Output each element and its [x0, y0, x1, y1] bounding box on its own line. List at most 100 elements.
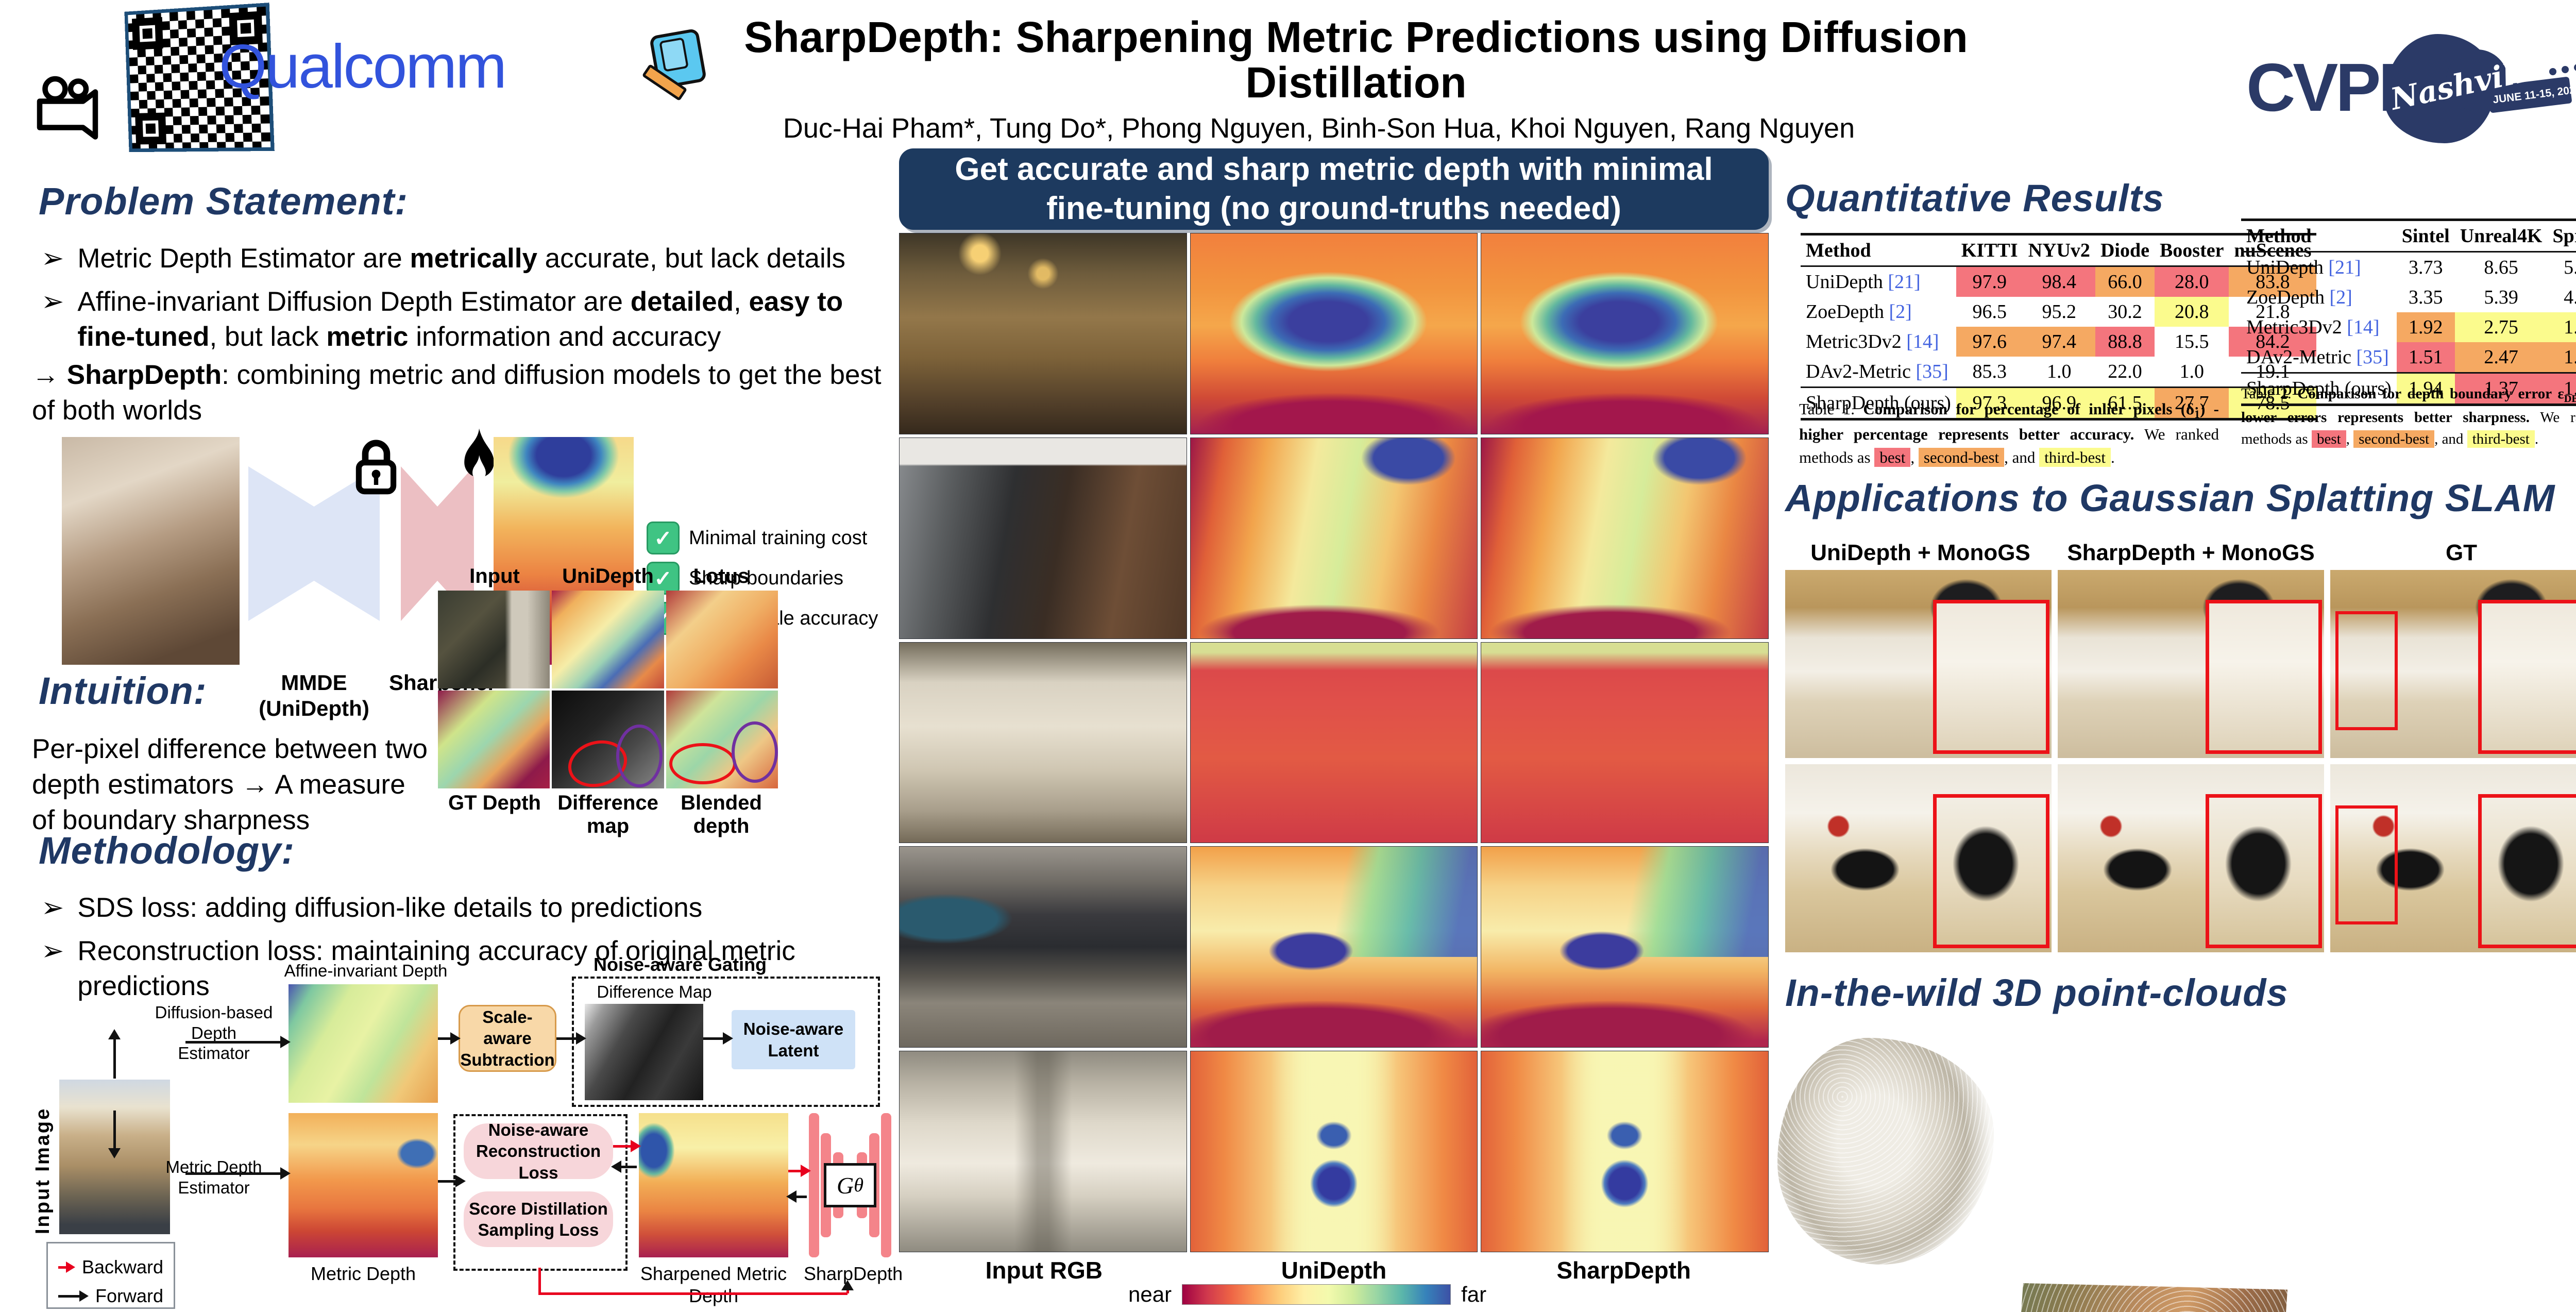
grid-cell-museum-sharp	[1481, 1051, 1769, 1252]
grid-cell-tesla-rgb	[899, 846, 1187, 1048]
table-row: ZoeDepth [2] 3.35 5.39 4.05	[2241, 282, 2576, 312]
table-header: Method	[1806, 240, 1871, 261]
checkmark-icon: ✓	[647, 522, 680, 554]
value-cell: 27.7	[2154, 387, 2229, 419]
purple-highlight-ellipse	[616, 724, 663, 788]
table-row: UniDepth [21] 97.9 98.4 66.0 28.0 83.8	[1801, 266, 2317, 297]
grid-cell-relief-uni	[1190, 642, 1478, 844]
benefit-item: ✓ Sharp boundaries	[647, 562, 878, 595]
problem-bullet: ➢ Metric Depth Estimator are metrically …	[41, 241, 891, 276]
qualcomm-logo: Qualcomm	[219, 32, 507, 101]
value-cell: 1.94	[2396, 373, 2455, 405]
value-cell: 98.4	[2023, 266, 2095, 297]
forward-arrow-icon	[438, 1032, 461, 1045]
sharpener-clipart-icon	[641, 28, 707, 102]
difference-map-label: Difference Map	[597, 982, 712, 1001]
cvpr-logo: CVPR Nashville JUNE 11-15, 2025	[2246, 34, 2576, 147]
table1-wrap: Method KITTI NYUv2 Diode Booster nuScenes UniD…	[1801, 233, 2317, 420]
red-highlight-ellipse	[669, 743, 736, 785]
sharpened-depth-image	[639, 1113, 788, 1257]
slam-column-label: SharpDepth + MonoGS	[2067, 540, 2315, 565]
video-camera-icon	[32, 72, 109, 144]
value-cell: 96.5	[1972, 301, 2007, 323]
intuition-lotus-image	[666, 591, 778, 688]
problem-conclusion: → SharpDepth: combining metric and diffu…	[32, 360, 882, 426]
backward-arrow-icon	[841, 1280, 854, 1293]
forward-arrow-icon	[185, 1036, 291, 1048]
arrow-legend: Backward Forward	[46, 1242, 175, 1309]
value-cell: 2.47	[2454, 342, 2548, 373]
method-cell: DAv2-Metric [35]	[2246, 346, 2389, 368]
pointcloud-painting	[2009, 1283, 2287, 1312]
poster-title: SharpDepth: Sharpening Metric Prediction…	[744, 13, 1968, 107]
backward-path	[538, 1268, 541, 1293]
methodology-bullet: ➢ SDS loss: adding diffusion-like detail…	[41, 890, 896, 926]
method-cell: SharpDepth (ours)	[1806, 392, 1951, 414]
method-cell: UniDepth [21]	[2246, 257, 2361, 278]
table-row: ZoeDepth [2] 96.5 95.2 30.2 20.8 21.8	[1801, 297, 2316, 327]
value-cell: 1.78	[2547, 312, 2576, 342]
table-header: Unreal4K	[2460, 225, 2543, 247]
benefit-label: Minimal training cost	[689, 527, 868, 549]
intuition-blended-image	[666, 691, 778, 788]
method-cell: Metric3Dv2 [14]	[2246, 316, 2380, 338]
methodology-bullet: ➢ Reconstruction loss: maintaining accur…	[41, 934, 896, 1004]
noise-gating-box	[572, 977, 880, 1107]
problem-heading: Problem Statement:	[39, 180, 409, 223]
value-cell: 88.8	[2095, 327, 2155, 357]
value-cell: 1.36	[2547, 342, 2576, 373]
value-cell: 28.0	[2154, 266, 2229, 297]
sds-loss-box: Score Distillation Sampling Loss	[464, 1191, 613, 1247]
grid-cell-library-uni	[1190, 233, 1478, 434]
intuition-gt-image	[438, 691, 550, 788]
grid-cell-relief-rgb	[899, 642, 1187, 844]
table-row: UniDepth [21] 3.73 8.65 5.29	[2241, 252, 2576, 283]
intuition-text: Per-pixel difference between two depth e…	[32, 734, 428, 835]
reconstruction-loss-box: Noise-aware Reconstruction Loss	[464, 1120, 613, 1182]
grid-cell-library-sharp	[1481, 233, 1769, 434]
table1-caption: Table 1. Comparison for percentage of in…	[1799, 400, 2219, 467]
table-header: KITTI	[1961, 240, 2018, 261]
backward-arrow-icon	[613, 1140, 641, 1152]
red-inset-crop	[2478, 794, 2576, 949]
value-cell: 78.5	[2229, 387, 2317, 419]
value-cell: 1.37	[2454, 373, 2548, 405]
table-header: Booster	[2159, 240, 2224, 261]
grid-cell-bar-rgb	[899, 437, 1187, 639]
lock-icon	[354, 438, 398, 496]
noise-latent-box: Noise-aware Latent	[732, 1010, 855, 1069]
slam-column-label: UniDepth + MonoGS	[1810, 540, 2030, 565]
table2-caption: Table 2. Comparison for depth boundary e…	[2241, 385, 2576, 448]
qr-finder-icon	[135, 112, 167, 145]
table-row: DAv2-Metric [35] 85.3 1.0 22.0 1.0 19.1	[1801, 357, 2316, 388]
forward-arrow-icon	[786, 1190, 807, 1203]
grid-cell-bar-sharp	[1481, 437, 1769, 639]
results-table-accuracy: Method KITTI NYUv2 Diode Booster nuScenes UniD…	[1801, 233, 2317, 420]
slam-image	[1785, 570, 2052, 758]
value-cell: 95.2	[2042, 301, 2077, 323]
colorbar-far-label: far	[1461, 1282, 1487, 1306]
grid-cell-bar-uni	[1190, 437, 1478, 639]
value-cell: 1.0	[2179, 361, 2204, 382]
value-cell: 1.0	[2047, 361, 2072, 382]
metric-estimator-label: Metric Depth Estimator	[165, 1157, 262, 1197]
pointcloud-statue	[1777, 1038, 1994, 1265]
value-cell: 5.29	[2564, 257, 2576, 278]
forward-arrow-icon	[185, 1167, 291, 1180]
intuition-grid	[438, 591, 778, 788]
red-inset-crop	[2206, 600, 2322, 754]
method-cell: DAv2-Metric [35]	[1806, 361, 1948, 382]
forward-arrow-icon	[108, 1111, 121, 1158]
bullet-arrow-icon: ➢	[41, 287, 64, 317]
value-cell: 19.1	[2256, 361, 2290, 382]
comparison-grid	[899, 233, 1769, 1252]
value-cell: 1.51	[2396, 342, 2455, 373]
method-cell: SharpDepth (ours)	[2246, 378, 2392, 399]
diffusion-estimator-label: Diffusion-based Depth Estimator	[155, 1003, 273, 1063]
mini-grid-label: UniDepth	[562, 565, 654, 587]
purple-highlight-ellipse	[731, 721, 778, 783]
pointcloud-heading: In-the-wild 3D point-clouds	[1785, 971, 2289, 1014]
grid-cell-museum-uni	[1190, 1051, 1478, 1252]
flame-icon	[455, 427, 503, 490]
